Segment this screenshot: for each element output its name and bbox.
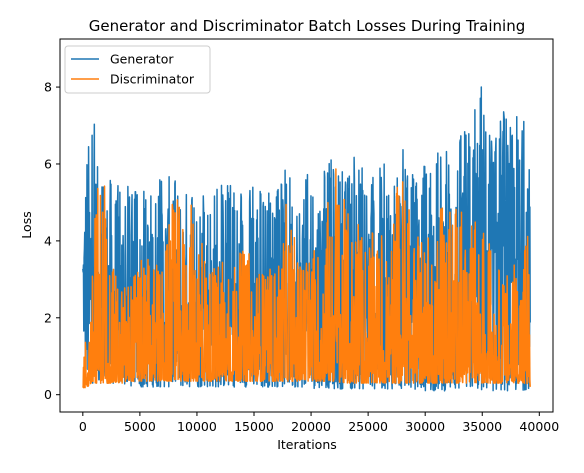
x-tick-label: 40000: [519, 419, 559, 434]
x-tick-label: 10000: [177, 419, 217, 434]
axes-frame: [59, 38, 554, 413]
y-tick-label: 6: [44, 156, 52, 171]
x-axis-label: Iterations: [277, 437, 337, 452]
x-tick-label: 5000: [124, 419, 156, 434]
plot-area: [82, 86, 531, 392]
x-tick-label: 30000: [405, 419, 445, 434]
y-tick-label: 0: [44, 387, 52, 402]
legend-label-generator: Generator: [110, 52, 174, 67]
x-tick-label: 0: [79, 419, 87, 434]
x-tick-label: 20000: [291, 419, 331, 434]
legend-box: [64, 45, 211, 94]
y-tick-label: 4: [44, 233, 52, 248]
x-tick-label: 15000: [234, 419, 274, 434]
x-tick-label: 35000: [462, 419, 502, 434]
x-tick-label: 25000: [348, 419, 388, 434]
series-line-discriminator: [82, 168, 531, 389]
y-axis-label: Loss: [19, 211, 34, 238]
x-axis: 0 5000 10000 15000 20000 25000 30000 35000 40000: [79, 412, 559, 434]
legend-label-discriminator: Discriminator: [110, 72, 195, 87]
y-tick-label: 8: [44, 80, 52, 95]
y-tick-label: 2: [44, 310, 52, 325]
chart-title: Generator and Discriminator Batch Losses…: [89, 17, 526, 35]
y-axis: 0 2 4 6 8: [44, 80, 60, 402]
legend: Generator Discriminator: [64, 45, 211, 94]
